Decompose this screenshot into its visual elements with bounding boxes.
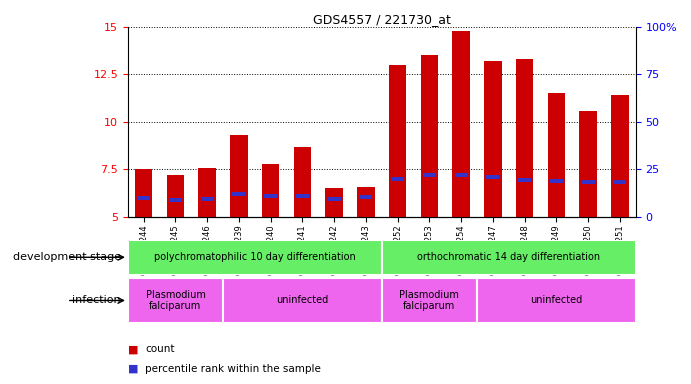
Text: percentile rank within the sample: percentile rank within the sample [145, 364, 321, 374]
Text: Plasmodium
falciparum: Plasmodium falciparum [146, 290, 205, 311]
Bar [230, 135, 247, 217]
Bar [232, 192, 245, 196]
Bar [579, 111, 597, 217]
Bar [477, 278, 636, 323]
Text: count: count [145, 344, 175, 354]
Bar [516, 59, 533, 217]
Text: Plasmodium
falciparum: Plasmodium falciparum [399, 290, 460, 311]
Bar [391, 177, 404, 180]
Bar [486, 175, 500, 179]
Text: infection: infection [73, 295, 121, 306]
Bar [262, 164, 279, 217]
Bar [325, 189, 343, 217]
Bar [200, 197, 214, 200]
Bar [294, 147, 311, 217]
Bar [169, 198, 182, 202]
Bar [421, 55, 438, 217]
Bar [296, 194, 309, 198]
Bar [359, 195, 372, 199]
Text: polychromatophilic 10 day differentiation: polychromatophilic 10 day differentiatio… [154, 252, 356, 262]
Text: uninfected: uninfected [530, 295, 583, 306]
Bar [484, 61, 502, 217]
Bar [357, 187, 375, 217]
Bar [550, 179, 563, 182]
Bar [381, 240, 636, 275]
Title: GDS4557 / 221730_at: GDS4557 / 221730_at [313, 13, 451, 26]
Bar [611, 95, 629, 217]
Bar [423, 174, 436, 177]
Bar [137, 196, 150, 200]
Bar [582, 180, 595, 184]
Bar [455, 174, 468, 177]
Bar [167, 175, 184, 217]
Bar [223, 278, 381, 323]
Text: ■: ■ [128, 344, 138, 354]
Bar [389, 65, 406, 217]
Bar [518, 178, 531, 182]
Text: orthochromatic 14 day differentiation: orthochromatic 14 day differentiation [417, 252, 600, 262]
Text: uninfected: uninfected [276, 295, 328, 306]
Bar [128, 278, 223, 323]
Bar [614, 180, 627, 184]
Bar [548, 93, 565, 217]
Bar [198, 167, 216, 217]
Bar [328, 197, 341, 200]
Bar [264, 194, 277, 198]
Text: development stage: development stage [13, 252, 121, 262]
Bar [453, 31, 470, 217]
Bar [381, 278, 477, 323]
Bar [128, 240, 381, 275]
Text: ■: ■ [128, 364, 138, 374]
Bar [135, 169, 153, 217]
